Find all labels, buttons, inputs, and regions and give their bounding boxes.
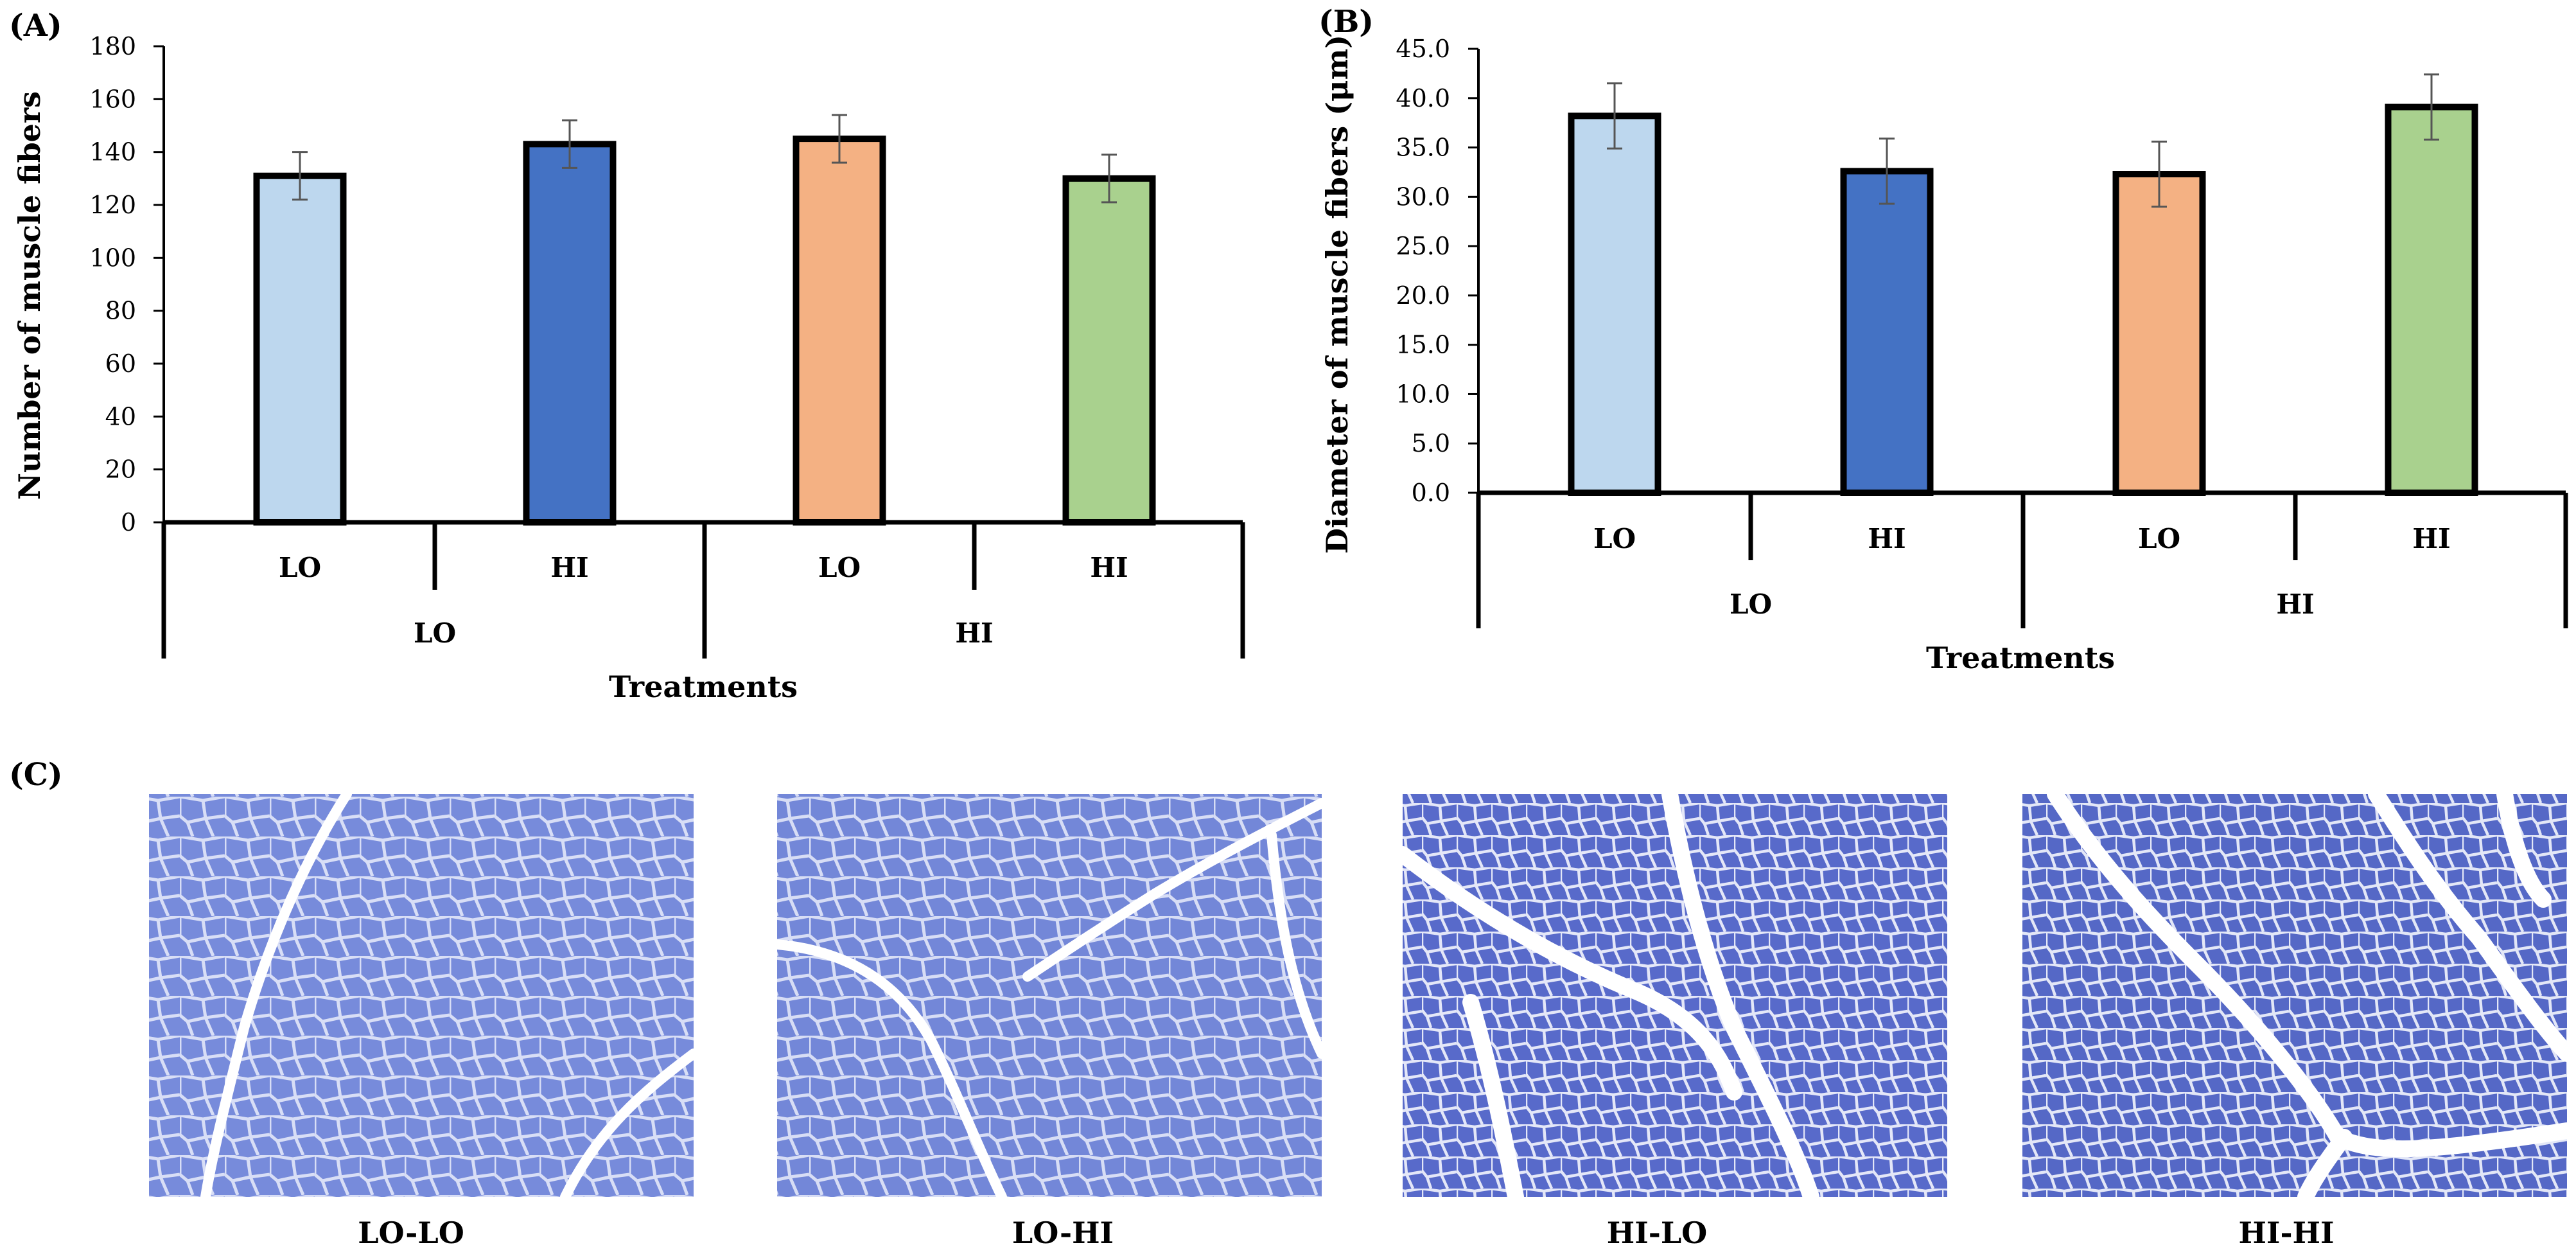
chart-a-group-label-1: LO (414, 617, 456, 649)
micrograph-2-connective-tissue (777, 939, 1007, 1197)
chart-b: Diameter of muscle fibers (μm) Treatment… (1320, 35, 2568, 675)
micrograph-4 (2022, 794, 2567, 1197)
chart-a-y-tick-label: 20 (105, 456, 136, 484)
micrograph-4-caption: HI-HI (2238, 1216, 2334, 1250)
chart-a-y-tick-label: 160 (89, 85, 136, 113)
chart-a-ylabel: Number of muscle fibers (12, 91, 47, 500)
chart-b-y-tick-label: 45.0 (1396, 35, 1450, 63)
chart-a-category-label-1: LO (279, 552, 321, 583)
chart-a-category-label-3: LO (818, 552, 861, 583)
chart-b-group-label-1: LO (1730, 588, 1772, 620)
chart-b-category-label-2: HI (1868, 523, 1906, 554)
chart-a-y-tick-label: 60 (105, 349, 136, 378)
micrograph-1-caption: LO-LO (358, 1216, 464, 1250)
chart-b-bar-4 (2385, 103, 2478, 496)
chart-b-y-tick-label: 15.0 (1396, 331, 1450, 359)
chart-a-bar-1 (253, 172, 347, 526)
chart-a-y-tick-label: 100 (89, 243, 136, 272)
micrograph-4-connective-tissue (2368, 794, 2567, 1062)
chart-a-y-tick-label: 40 (105, 402, 136, 430)
micrograph-3-connective-tissue (1661, 794, 1819, 1197)
chart-a-y-tick-label: 140 (89, 138, 136, 166)
chart-b-bar-1 (1568, 112, 1661, 496)
chart-b-category-label-4: HI (2412, 523, 2450, 554)
micrograph-1-connective-tissue (560, 1048, 694, 1197)
chart-a-bar-4 (1062, 175, 1156, 526)
chart-b-y-tick-label: 10.0 (1396, 380, 1450, 408)
chart-b-y-tick-label: 5.0 (1412, 429, 1450, 457)
chart-b-category-label-3: LO (2138, 523, 2180, 554)
micrograph-1-connective-tissue (200, 794, 352, 1197)
chart-a-category-label-2: HI (550, 552, 588, 583)
micrograph-2-fiber-pattern (777, 794, 1322, 1197)
panel-a-letter: (A) (9, 8, 62, 44)
chart-b-bar-2 (1840, 168, 1934, 496)
chart-a-bar-3 (793, 136, 886, 526)
chart-b-y-tick-label: 0.0 (1412, 479, 1450, 507)
chart-a-category-label-4: HI (1090, 552, 1128, 583)
micrograph-2-caption: LO-HI (1012, 1216, 1114, 1250)
micrograph-3 (1403, 794, 1947, 1197)
chart-b-y-tick-label: 20.0 (1396, 281, 1450, 310)
chart-a-y-tick-label: 120 (89, 191, 136, 219)
micrograph-4-connective-tissue (2297, 1129, 2353, 1197)
chart-b-group-label-2: HI (2276, 588, 2314, 620)
chart-b-category-label-1: LO (1593, 523, 1636, 554)
chart-b-y-tick-label: 30.0 (1396, 182, 1450, 211)
panel-b-letter: (B) (1319, 4, 1374, 40)
chart-a-bar-2 (523, 141, 617, 526)
micrograph-panel: LO-LO LO-HI HI-LO HI-HI (149, 794, 2567, 1250)
micrograph-3-caption: HI-LO (1607, 1216, 1708, 1250)
chart-b-y-tick-label: 40.0 (1396, 84, 1450, 112)
chart-b-bar-3 (2112, 171, 2206, 496)
micrograph-3-connective-tissue (1462, 994, 1524, 1197)
micrograph-1 (149, 794, 694, 1197)
chart-b-y-tick-label: 35.0 (1396, 134, 1450, 162)
chart-b-y-tick-label: 25.0 (1396, 232, 1450, 260)
micrograph-2-connective-tissue (1266, 830, 1322, 1059)
chart-a: Number of muscle fibers Treatments 0 20 40… (12, 32, 1245, 704)
micrograph-2 (777, 794, 1322, 1197)
chart-a-xlabel: Treatments (609, 669, 798, 704)
micrograph-4-connective-tissue (2496, 794, 2552, 908)
chart-a-y-tick-label: 180 (89, 32, 136, 60)
micrograph-1-fiber-pattern (149, 794, 694, 1197)
micrograph-2-connective-tissue (1022, 798, 1322, 982)
chart-b-xlabel: Treatments (1926, 641, 2115, 675)
chart-a-group-label-2: HI (955, 617, 993, 649)
chart-a-y-tick-label: 80 (105, 297, 136, 325)
micrograph-4-connective-tissue (2047, 794, 2567, 1158)
chart-b-ylabel: Diameter of muscle fibers (μm) (1320, 35, 1354, 554)
panel-c-letter: (C) (9, 757, 63, 793)
micrograph-3-connective-tissue (1403, 846, 1742, 1101)
chart-a-y-tick-label: 0 (121, 508, 136, 536)
